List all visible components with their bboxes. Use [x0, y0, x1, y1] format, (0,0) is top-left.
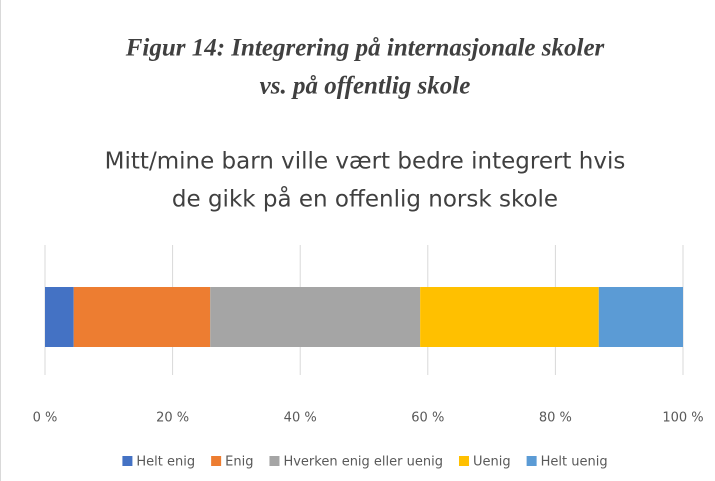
- chart-title: Mitt/mine barn ville vært bedre integrer…: [105, 149, 626, 175]
- legend-label: Helt enig: [136, 455, 195, 470]
- bar-segment: [420, 287, 599, 347]
- x-tick-label: 20 %: [156, 411, 189, 426]
- legend-label: Helt uenig: [541, 455, 608, 470]
- x-tick-label: 40 %: [284, 411, 317, 426]
- x-tick-label: 0 %: [33, 411, 58, 426]
- legend-label: Uenig: [473, 455, 511, 470]
- bar-segment: [598, 287, 683, 347]
- heading: Figur 14: Integrering på internasjonale …: [125, 35, 605, 62]
- x-tick-label: 60 %: [411, 411, 444, 426]
- chart-title: de gikk på en offenlig norsk skole: [172, 185, 558, 213]
- legend-swatch: [526, 456, 537, 466]
- x-tick-label: 100 %: [662, 411, 703, 426]
- bar-segment: [73, 287, 211, 347]
- legend-swatch: [122, 456, 133, 466]
- legend-label: Enig: [225, 455, 253, 470]
- heading: vs. på offentlig skole: [260, 73, 471, 100]
- bar-segment: [45, 287, 74, 347]
- legend-swatch: [211, 456, 222, 466]
- x-tick-label: 80 %: [539, 411, 572, 426]
- bar-segment: [210, 287, 421, 347]
- legend-label: Hverken enig eller uenig: [283, 455, 443, 470]
- legend-swatch: [458, 456, 469, 466]
- legend-swatch: [269, 456, 280, 466]
